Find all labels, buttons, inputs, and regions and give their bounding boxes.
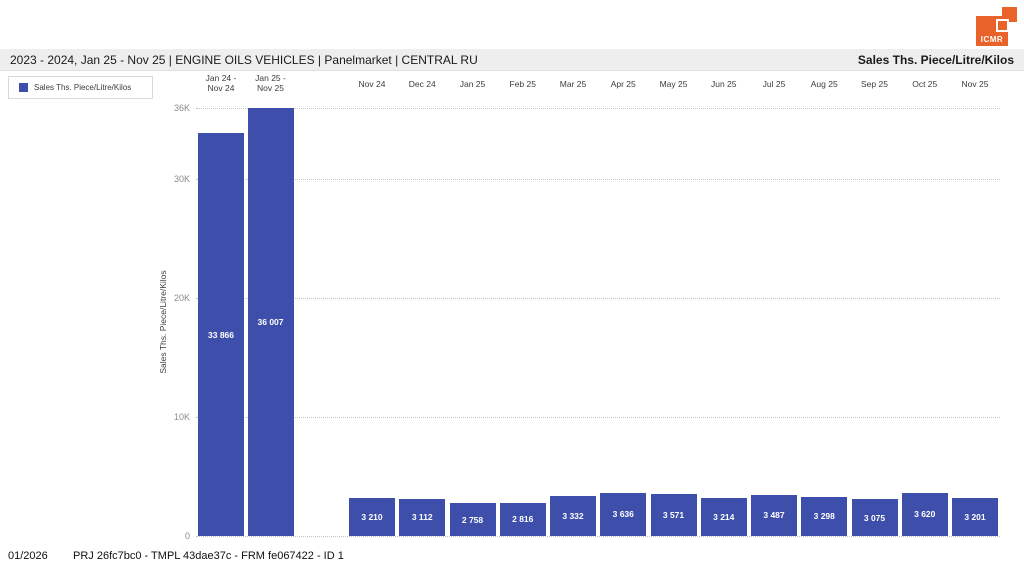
category-label-jan-24-nov-24: Jan 24 - Nov 24 <box>205 73 237 93</box>
bar-jan-25-nov-25[interactable]: 36 007 <box>247 107 294 536</box>
icmr-logo-small-square <box>996 19 1009 32</box>
legend-color-swatch <box>19 83 28 92</box>
footer-date: 01/2026 <box>8 550 48 562</box>
bar-value-label: 3 571 <box>662 509 685 520</box>
bar-value-label: 2 816 <box>512 514 534 525</box>
category-label-jun-25: Jun 25 <box>710 79 737 89</box>
category-label-aug-25: Aug 25 <box>810 79 838 89</box>
bar-feb-25[interactable]: 2 816 <box>499 502 546 536</box>
bar-value-label: 3 298 <box>813 511 835 522</box>
bar-jul-25[interactable]: 3 487 <box>751 494 797 536</box>
report-title: 2023 - 2024, Jan 25 - Nov 25 | ENGINE OI… <box>10 52 478 67</box>
icmr-logo: ICMR <box>976 7 1017 46</box>
bar-value-label: 3 112 <box>411 512 433 523</box>
category-label-dec-24: Dec 24 <box>408 79 436 89</box>
gridline-36k <box>196 108 1000 109</box>
footer-reference: PRJ 26fc7bc0 - TMPL 43dae37c - FRM fe067… <box>73 550 344 562</box>
category-label-jan-25: Jan 25 <box>459 79 486 89</box>
gridline-20k <box>196 298 1000 300</box>
bar-dec-24[interactable]: 3 112 <box>399 499 446 536</box>
bar-nov-24[interactable]: 3 210 <box>349 497 395 536</box>
bar-sep-25[interactable]: 3 075 <box>851 499 898 536</box>
category-label-sep-25: Sep 25 <box>861 79 888 89</box>
category-label-feb-25: Feb 25 <box>509 79 536 89</box>
bar-value-label: 36 007 <box>257 316 284 327</box>
category-label-jan-25-nov-25: Jan 25 - Nov 25 <box>255 73 286 93</box>
bar-apr-25[interactable]: 3 636 <box>600 492 647 536</box>
legend-label: Sales Ths. Piece/Litre/Kilos <box>34 83 132 92</box>
y-tick-label-10k: 10K <box>173 412 190 423</box>
y-axis-title: Sales Ths. Piece/Litre/Kilos <box>158 270 168 374</box>
bar-jan-25[interactable]: 2 758 <box>449 503 496 536</box>
bar-value-label: 3 075 <box>863 512 886 523</box>
report-title-bar: 2023 - 2024, Jan 25 - Nov 25 | ENGINE OI… <box>0 49 1024 71</box>
category-label-jul-25: Jul 25 <box>762 79 786 89</box>
category-label-mar-25: Mar 25 <box>559 79 587 89</box>
bar-value-label: 3 620 <box>914 509 936 520</box>
bar-value-label: 2 758 <box>461 514 484 525</box>
category-label-nov-24: Nov 24 <box>358 79 386 89</box>
bar-value-label: 3 636 <box>612 509 634 520</box>
category-label-nov-25: Nov 25 <box>961 79 989 89</box>
category-label-oct-25: Oct 25 <box>912 79 938 89</box>
y-tick-label-36k: 36K <box>173 103 190 113</box>
bar-value-label: 33 866 <box>208 329 234 340</box>
bar-jan-24-nov-24[interactable]: 33 866 <box>198 133 244 536</box>
legend[interactable]: Sales Ths. Piece/Litre/Kilos <box>8 76 153 99</box>
category-label-apr-25: Apr 25 <box>610 79 636 89</box>
bar-value-label: 3 201 <box>964 511 986 522</box>
bar-oct-25[interactable]: 3 620 <box>901 492 948 536</box>
bar-aug-25[interactable]: 3 298 <box>801 496 848 536</box>
bar-nov-25[interactable]: 3 201 <box>952 497 998 536</box>
y-tick-label-0: 0 <box>184 531 190 541</box>
bar-value-label: 3 210 <box>361 511 383 522</box>
bar-value-label: 3 214 <box>713 511 735 522</box>
bar-value-label: 3 332 <box>562 511 584 522</box>
gridline-30k <box>196 179 1000 181</box>
bar-may-25[interactable]: 3 571 <box>650 493 697 536</box>
y-tick-label-20k: 20K <box>173 293 190 304</box>
report-measure-title: Sales Ths. Piece/Litre/Kilos <box>857 52 1014 67</box>
gridline-10k <box>196 417 1000 419</box>
bar-jun-25[interactable]: 3 214 <box>700 497 747 536</box>
y-tick-label-30k: 30K <box>173 174 190 185</box>
bar-mar-25[interactable]: 3 332 <box>550 496 596 536</box>
icmr-logo-medium-square <box>1002 7 1017 22</box>
category-label-may-25: May 25 <box>659 79 688 89</box>
icmr-logo-text: ICMR <box>980 35 1004 44</box>
bar-value-label: 3 487 <box>763 510 785 521</box>
gridline-0 <box>196 536 1000 537</box>
